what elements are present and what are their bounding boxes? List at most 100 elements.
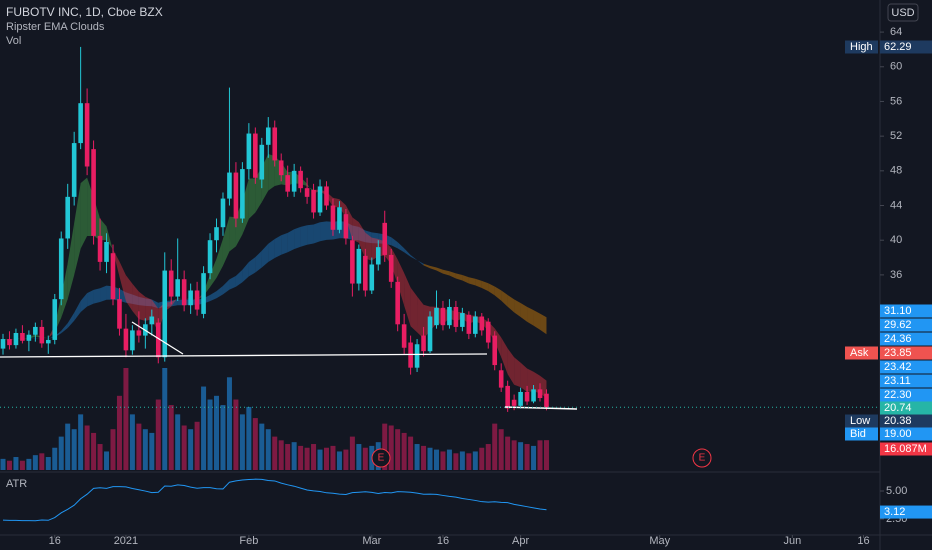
price-label-box	[880, 374, 932, 388]
ema-cloud-segment	[365, 232, 372, 261]
y-tick-label: 48	[890, 165, 902, 177]
price-label-box	[880, 360, 932, 374]
candle-body	[162, 270, 168, 358]
candle-body	[20, 332, 25, 341]
price-label-name-box	[845, 40, 878, 54]
candle-body	[311, 189, 316, 213]
candle-body	[214, 227, 219, 241]
volume-bar	[110, 429, 116, 470]
x-tick-label: Apr	[512, 535, 529, 547]
volume-bar	[129, 414, 135, 470]
volume-bar	[505, 436, 511, 470]
candle-body	[511, 399, 517, 406]
volume-bar	[214, 395, 220, 470]
ema-cloud-segment	[93, 288, 101, 304]
ema-cloud-segment	[261, 243, 269, 268]
currency[interactable]: USD	[891, 7, 914, 19]
atr-label: 3.12	[884, 506, 905, 518]
volume-bar	[543, 440, 549, 470]
volume-bar	[123, 368, 129, 470]
ema-cloud-segment	[255, 250, 262, 273]
candle-body	[265, 127, 271, 145]
volume-bar	[207, 399, 213, 470]
ema-cloud-segment	[229, 275, 236, 290]
volume-bar	[472, 451, 478, 470]
ema-cloud-segment	[339, 199, 346, 218]
candle-body	[117, 299, 122, 329]
ema-cloud-segment	[9, 338, 16, 342]
volume-bar	[188, 429, 194, 470]
price-label-box	[880, 414, 932, 428]
ema-cloud-segment	[132, 283, 139, 320]
volume-bar	[285, 444, 291, 470]
ema-cloud-segment	[436, 267, 443, 274]
candle-body	[220, 198, 226, 228]
candle-body	[201, 273, 206, 314]
x-tick-label: 2021	[114, 535, 138, 547]
price-label: 24.36	[884, 333, 912, 345]
x-tick-label: 16	[49, 535, 61, 547]
candle-body	[324, 186, 329, 206]
volume-bar	[479, 447, 485, 470]
ema-cloud-segment	[100, 285, 107, 303]
candle-body	[33, 326, 38, 335]
candle-body	[447, 306, 452, 326]
ema-cloud-segment	[67, 223, 75, 300]
price-label-box	[880, 388, 932, 402]
ema-cloud-segment	[216, 238, 223, 278]
volume-bar	[459, 451, 465, 470]
volume-bar	[162, 368, 168, 470]
candle-body	[104, 241, 109, 262]
ema-cloud-segment	[281, 232, 288, 255]
volume-bar	[421, 445, 427, 470]
volume-bar	[252, 418, 258, 470]
volume-bar	[246, 406, 252, 470]
volume-bar	[155, 399, 161, 470]
candle-body	[350, 240, 355, 284]
ema-cloud-segment	[248, 257, 256, 277]
volume-bar	[298, 445, 304, 470]
ema-cloud-segment	[119, 261, 126, 302]
price-label-box	[880, 401, 932, 415]
ema-cloud-segment	[501, 337, 508, 375]
candle-body	[136, 330, 142, 336]
ema-cloud-segment	[145, 296, 152, 321]
ema-cloud-segment	[125, 275, 133, 311]
ema-cloud-segment	[171, 299, 178, 307]
ema-cloud-segment	[87, 289, 94, 307]
volume-bar	[278, 440, 284, 470]
ema-cloud-segment	[397, 242, 405, 253]
candle-body	[71, 143, 77, 197]
price-label: 20.38	[884, 415, 912, 427]
candle-body	[52, 299, 58, 340]
volume-bar	[0, 458, 6, 470]
candle-body	[473, 316, 478, 334]
candle-body	[298, 170, 303, 189]
earnings-label: E	[378, 453, 385, 464]
volume-bar	[142, 429, 148, 470]
candle-body	[26, 334, 32, 341]
trend-line	[131, 321, 184, 355]
ema-cloud-segment	[404, 248, 411, 257]
candle-body	[78, 103, 83, 144]
candle-body	[291, 170, 297, 192]
candle-body	[110, 253, 116, 300]
y-tick-label: 60	[890, 61, 902, 73]
currency-button[interactable]	[887, 3, 919, 22]
ema-cloud-segment	[417, 260, 424, 266]
ema-cloud-segment	[455, 273, 463, 281]
volume-bar	[116, 395, 122, 470]
ema-cloud-segment	[533, 310, 541, 330]
price-label-box	[880, 304, 932, 318]
candle-body	[285, 175, 290, 192]
candle-body	[130, 330, 135, 351]
volume-bar	[91, 432, 97, 470]
ema-cloud-segment	[210, 291, 217, 302]
candle-body	[518, 391, 523, 406]
ema-cloud-segment	[417, 296, 424, 339]
ema-cloud-segment	[74, 300, 81, 321]
volume-bar	[531, 445, 537, 470]
volume-bar	[382, 423, 388, 470]
volume-bar	[6, 460, 12, 470]
volume-bar	[427, 447, 433, 470]
